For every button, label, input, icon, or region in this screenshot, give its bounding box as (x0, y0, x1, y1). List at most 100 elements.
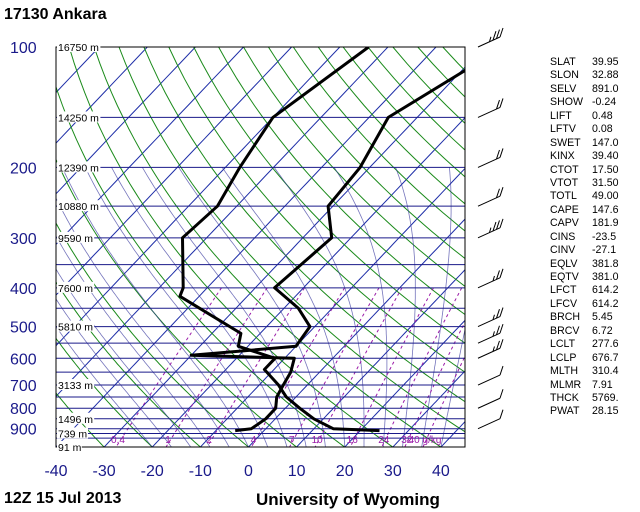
index-value: 0.48 (592, 109, 613, 122)
index-row: THCK 5769. (550, 392, 640, 405)
wind-barb-shaft (477, 36, 501, 48)
mixing-ratio-label: 24 (378, 435, 390, 446)
index-key: KINX (550, 150, 575, 163)
height-label: 5810 m (58, 322, 93, 334)
index-key: BRCV (550, 324, 580, 337)
index-row: LFTV 0.08 (550, 123, 640, 136)
temperature-tick-label: -10 (189, 463, 212, 480)
mixing-ratio-label: 16 (347, 435, 359, 446)
index-key: MLMR (550, 378, 582, 391)
mixing-ratio-label: 2 (206, 435, 212, 446)
index-key: LCLT (550, 338, 576, 351)
wind-barb-half-flag (488, 227, 492, 233)
index-value: 31.50 (592, 176, 619, 189)
index-key: THCK (550, 391, 579, 404)
pressure-tick-label: 100 (10, 40, 37, 57)
wind-barb (477, 98, 504, 118)
wind-barb-half-flag (492, 331, 495, 337)
index-key: LFCT (550, 284, 577, 297)
index-value: 39.95 (592, 56, 619, 68)
index-value: 7.91 (592, 378, 613, 391)
height-label: 739 m (58, 428, 87, 440)
isotherm-line (200, 167, 465, 447)
pressure-tick-label: 800 (10, 401, 37, 418)
index-key: EQLV (550, 257, 578, 270)
index-value: 147.0 (592, 136, 619, 149)
wind-barb (477, 389, 504, 409)
index-key: TOTL (550, 190, 577, 203)
index-row: CINV -27.1 (550, 244, 640, 257)
index-row: LCLT 277.6 (550, 338, 640, 351)
wind-barb (477, 187, 504, 207)
index-value: 39.40 (592, 150, 619, 163)
temperature-tick-label: -30 (93, 463, 116, 480)
index-row: TOTL 49.00 (550, 190, 640, 203)
height-label: 9590 m (58, 233, 93, 245)
temperature-tick-label: 30 (384, 463, 402, 480)
index-key: SHOW (550, 96, 583, 109)
station-title: 17130 Ankara (4, 6, 107, 23)
index-row: SELV 891.0 (550, 83, 640, 96)
index-value: -27.1 (592, 244, 617, 257)
index-row: BRCH 5.45 (550, 311, 640, 324)
wind-barb-flag (499, 323, 504, 334)
mixing-ratio-label: 1 (165, 435, 171, 446)
wind-barb (477, 148, 504, 168)
index-row: KINX 39.40 (550, 150, 640, 163)
index-value: 5769. (592, 391, 619, 404)
height-label-bg (57, 231, 95, 243)
temperature-tick-label: 20 (336, 463, 354, 480)
index-key: CAPE (550, 203, 579, 216)
index-value: 5.45 (592, 311, 613, 324)
index-key: LFCV (550, 297, 578, 310)
wind-barb-flag (496, 149, 500, 160)
stability-indices: SLAT 39.95 SLON 32.88 SELV 891.0 SHOW -0.24 LIFT… (550, 56, 640, 419)
index-value: 6.72 (592, 324, 613, 337)
height-label-bg (57, 281, 95, 293)
wind-barb-half-flag (492, 346, 495, 352)
height-label-bg (57, 427, 88, 439)
pressure-tick-label: 500 (10, 320, 37, 337)
wind-barb-flag (499, 218, 504, 229)
index-value: 310.4 (592, 365, 619, 378)
height-label-bg (57, 200, 101, 212)
mixing-ratio-label: 7 (289, 435, 295, 446)
index-key: CINS (550, 230, 576, 243)
wind-barb-flag (496, 325, 500, 335)
height-label: 1496 m (58, 414, 93, 426)
wind-barb-flag (499, 268, 504, 278)
index-key: LFTV (550, 123, 576, 136)
wind-barb (477, 365, 504, 386)
index-row: LIFT 0.48 (550, 110, 640, 123)
mixing-ratio-label: 32 (401, 435, 413, 446)
pressure-tick-label: 400 (10, 281, 37, 298)
index-value: 147.6 (592, 203, 619, 216)
index-row: SWET 147.0 (550, 137, 640, 150)
pressure-tick-label: 300 (10, 231, 37, 248)
wind-barb (477, 307, 504, 328)
temperature-tick-label: 40 (432, 463, 450, 480)
index-key: CINV (550, 244, 576, 257)
index-value: 381.0 (592, 271, 619, 283)
dewpoint-profile-line (189, 68, 465, 433)
observation-time: 12Z 15 Jul 2013 (4, 490, 122, 507)
wind-barb-flag (499, 389, 504, 399)
data-source: University of Wyoming (256, 490, 440, 509)
wind-barb-flag (499, 365, 504, 376)
wind-barb-flag (499, 339, 504, 349)
isotherm-line (56, 47, 437, 447)
wind-barb-flag (496, 188, 500, 198)
mixing-ratio-label: 40 g/kg (409, 435, 442, 446)
wind-barb-half-flag (492, 314, 495, 320)
index-key: BRCH (550, 311, 581, 324)
mixing-ratio-label: 0.4 (111, 435, 125, 446)
temperature-tick-label: -20 (141, 463, 164, 480)
index-row: MLMR 7.91 (550, 379, 640, 392)
height-label: 12390 m (58, 162, 99, 174)
index-key: MLTH (550, 365, 579, 378)
wind-barb-half-flag (492, 275, 495, 282)
temperature-tick-label: 0 (244, 463, 253, 480)
wind-barb-shaft (477, 227, 501, 239)
wind-barb-shaft (477, 418, 501, 430)
index-row: SLON 32.88 (550, 69, 640, 82)
